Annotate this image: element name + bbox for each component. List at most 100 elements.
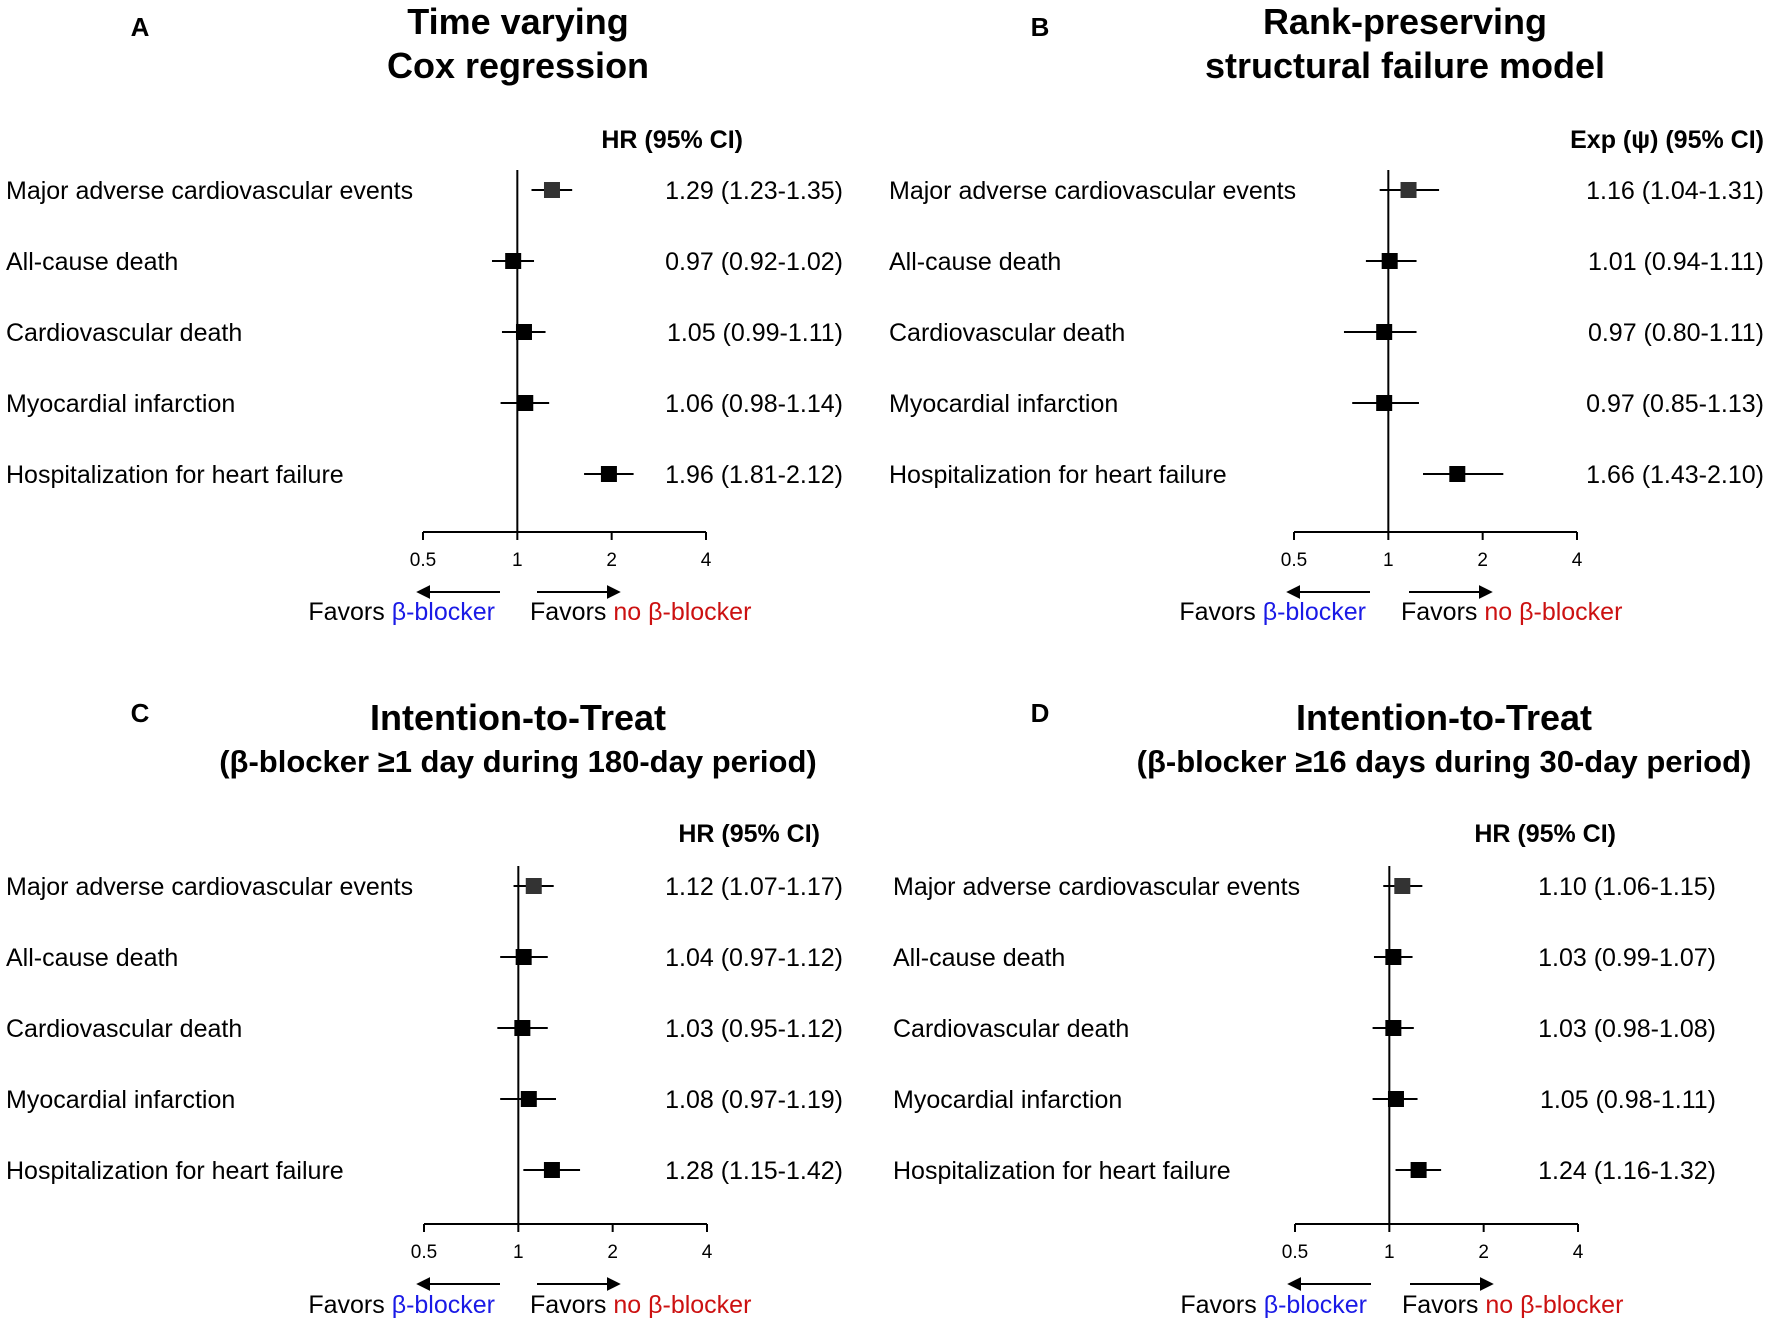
row-label: Major adverse cardiovascular events	[6, 177, 413, 205]
row-label: Hospitalization for heart failure	[6, 461, 344, 489]
point-estimate-marker	[514, 1020, 531, 1036]
favors-beta-blocker-label: Favors β-blocker	[1179, 598, 1366, 626]
forest-row: Myocardial infarction 1.08 (0.97-1.19)	[6, 1086, 843, 1114]
row-estimate-text: 1.29 (1.23-1.35)	[665, 177, 843, 205]
forest-row: Myocardial infarction 1.05 (0.98-1.11)	[893, 1086, 1716, 1114]
row-label: Hospitalization for heart failure	[893, 1157, 1231, 1185]
point-estimate-marker	[543, 182, 560, 198]
panel-title: Intention-to-Treat	[370, 697, 666, 738]
row-estimate-text: 1.16 (1.04-1.31)	[1586, 177, 1764, 205]
row-label: All-cause death	[889, 248, 1061, 276]
favors-prefix: Favors	[530, 1291, 613, 1319]
row-label: Major adverse cardiovascular events	[889, 177, 1296, 205]
x-tick-label: 4	[702, 1242, 713, 1263]
favors-no-beta-blocker-text: no β-blocker	[613, 598, 751, 626]
x-tick-label: 0.5	[1281, 550, 1307, 571]
x-tick-label: 2	[1477, 550, 1488, 571]
panel-title: Rank-preserving	[1263, 1, 1547, 42]
point-estimate-marker	[515, 949, 532, 965]
row-estimate-text: 1.03 (0.95-1.12)	[665, 1015, 843, 1043]
row-estimate-text: 1.96 (1.81-2.12)	[665, 461, 843, 489]
row-label: All-cause death	[6, 944, 178, 972]
favors-no-beta-blocker-label: Favors no β-blocker	[1402, 1291, 1623, 1319]
x-tick-label: 0.5	[411, 1242, 437, 1263]
x-tick-label: 0.5	[410, 550, 436, 571]
favors-no-beta-blocker-label: Favors no β-blocker	[530, 1291, 751, 1319]
row-estimate-text: 1.04 (0.97-1.12)	[665, 944, 843, 972]
point-estimate-marker	[1376, 395, 1393, 411]
column-header: Exp (ψ) (95% CI)	[1570, 126, 1764, 154]
row-label: Myocardial infarction	[893, 1086, 1122, 1114]
favors-no-beta-blocker-label: Favors no β-blocker	[1401, 598, 1622, 626]
x-tick-label: 4	[1572, 550, 1583, 571]
x-tick-label: 1	[1383, 550, 1394, 571]
row-label: All-cause death	[6, 248, 178, 276]
panel-d: D Intention-to-Treat (β-blocker ≥16 days d…	[893, 697, 1751, 1319]
row-label: Myocardial infarction	[6, 1086, 235, 1114]
favors-prefix: Favors	[1180, 1291, 1263, 1319]
forest-row: Major adverse cardiovascular events 1.10 …	[893, 873, 1716, 901]
panel-letter: C	[131, 698, 150, 728]
panel-letter: B	[1031, 12, 1050, 42]
x-tick-label: 1	[512, 550, 523, 571]
panel-subtitle: (β-blocker ≥1 day during 180-day period)	[219, 744, 817, 779]
favors-beta-blocker-text: β-blocker	[392, 598, 495, 626]
point-estimate-marker	[1449, 466, 1466, 482]
panel-letter: D	[1031, 698, 1050, 728]
forest-row: Myocardial infarction 1.06 (0.98-1.14)	[6, 390, 843, 418]
forest-row: Hospitalization for heart failure 1.96 (1…	[6, 461, 843, 489]
point-estimate-marker	[1376, 324, 1393, 340]
panel-subtitle: Cox regression	[387, 45, 649, 86]
forest-row: All-cause death 1.04 (0.97-1.12)	[6, 944, 843, 972]
row-estimate-text: 1.06 (0.98-1.14)	[665, 390, 843, 418]
row-label: Cardiovascular death	[6, 1015, 242, 1043]
favors-beta-blocker-text: β-blocker	[1263, 598, 1366, 626]
point-estimate-marker	[1400, 182, 1417, 198]
forest-row: Hospitalization for heart failure 1.28 (1…	[6, 1157, 843, 1185]
row-label: All-cause death	[893, 944, 1065, 972]
forest-row: Hospitalization for heart failure 1.66 (1…	[889, 461, 1764, 489]
forest-row: All-cause death 1.03 (0.99-1.07)	[893, 944, 1716, 972]
favors-prefix: Favors	[308, 598, 391, 626]
favors-prefix: Favors	[308, 1291, 391, 1319]
favors-no-beta-blocker-text: no β-blocker	[1484, 598, 1622, 626]
favors-prefix: Favors	[530, 598, 613, 626]
row-estimate-text: 1.24 (1.16-1.32)	[1538, 1157, 1716, 1185]
row-estimate-text: 1.28 (1.15-1.42)	[665, 1157, 843, 1185]
row-label: Major adverse cardiovascular events	[893, 873, 1300, 901]
row-estimate-text: 1.03 (0.99-1.07)	[1538, 944, 1716, 972]
favors-beta-blocker-text: β-blocker	[1264, 1291, 1367, 1319]
row-estimate-text: 1.01 (0.94-1.11)	[1588, 248, 1764, 276]
favors-prefix: Favors	[1402, 1291, 1485, 1319]
column-header: HR (95% CI)	[601, 126, 743, 154]
row-label: Cardiovascular death	[6, 319, 242, 347]
favors-beta-blocker-label: Favors β-blocker	[308, 1291, 495, 1319]
favors-beta-blocker-label: Favors β-blocker	[1180, 1291, 1367, 1319]
point-estimate-marker	[525, 878, 542, 894]
forest-row: Cardiovascular death 0.97 (0.80-1.11)	[889, 319, 1764, 347]
point-estimate-marker	[1394, 878, 1411, 894]
point-estimate-marker	[600, 466, 617, 482]
row-estimate-text: 0.97 (0.80-1.11)	[1588, 319, 1764, 347]
x-tick-label: 1	[513, 1242, 524, 1263]
row-label: Cardiovascular death	[893, 1015, 1129, 1043]
favors-prefix: Favors	[1401, 598, 1484, 626]
row-estimate-text: 1.03 (0.98-1.08)	[1538, 1015, 1716, 1043]
point-estimate-marker	[543, 1162, 560, 1178]
favors-beta-blocker-label: Favors β-blocker	[308, 598, 495, 626]
point-estimate-marker	[517, 395, 534, 411]
favors-no-beta-blocker-text: no β-blocker	[613, 1291, 751, 1319]
x-tick-label: 2	[1478, 1242, 1489, 1263]
favors-no-beta-blocker-text: no β-blocker	[1485, 1291, 1623, 1319]
x-tick-label: 1	[1384, 1242, 1395, 1263]
row-estimate-text: 1.66 (1.43-2.10)	[1586, 461, 1764, 489]
panel-title: Time varying	[407, 1, 628, 42]
favors-no-beta-blocker-label: Favors no β-blocker	[530, 598, 751, 626]
row-label: Cardiovascular death	[889, 319, 1125, 347]
point-estimate-marker	[1381, 253, 1398, 269]
column-header: HR (95% CI)	[678, 820, 820, 848]
x-tick-label: 2	[607, 1242, 618, 1263]
row-estimate-text: 1.08 (0.97-1.19)	[665, 1086, 843, 1114]
